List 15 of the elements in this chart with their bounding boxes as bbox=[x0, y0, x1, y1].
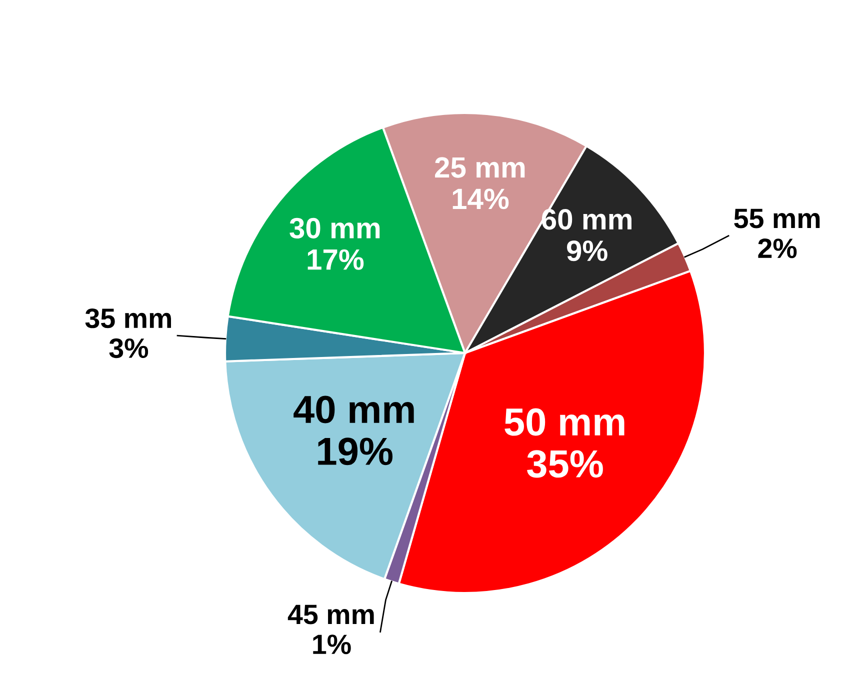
slice-label: 30 mm bbox=[290, 218, 380, 239]
data-label: 17% bbox=[308, 249, 364, 270]
data-label: 14% bbox=[452, 188, 509, 210]
data-label: 1% bbox=[313, 634, 351, 654]
slice-label: 25 mm bbox=[435, 157, 525, 178]
data-label: 19% bbox=[318, 438, 392, 466]
slice-label: 50 mm bbox=[504, 408, 624, 436]
data-label: 9% bbox=[567, 240, 608, 262]
slice-label: 45 mm bbox=[288, 604, 374, 624]
data-label: 3% bbox=[109, 338, 148, 358]
slice-label: 35 mm bbox=[85, 308, 171, 328]
slice-label: 55 mm bbox=[734, 208, 820, 228]
data-label: 2% bbox=[758, 238, 797, 258]
slice-label: 40 mm bbox=[294, 396, 414, 424]
data-label: 35% bbox=[527, 450, 603, 478]
